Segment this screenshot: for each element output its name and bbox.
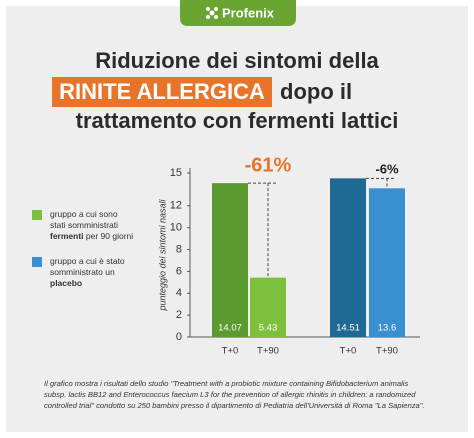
brand-banner [180,0,296,26]
title-line: trattamento con fermenti lattici [76,108,399,133]
legend-text: gruppo a cui è stato [50,256,125,266]
title-line: dopo il [280,79,352,104]
data-label: 14.07 [218,323,242,334]
bar [369,188,405,337]
legend-text-part: somministrato un [50,267,115,277]
legend-text: fermenti per 90 giorni [50,231,133,241]
bar [250,277,286,337]
brand-name: Profenix [222,5,275,20]
data-label: 13.6 [378,323,397,334]
footnote: subsp. lactis BB12 and Enterococcus faec… [44,390,416,399]
legend-swatch [32,210,42,220]
change-annotation: -61% [245,154,292,176]
brand-icon [206,7,218,19]
y-tick-label: 6 [176,265,182,277]
title-line: Riduzione dei sintomi della [95,48,379,73]
y-tick-label: 2 [176,309,182,321]
bar [330,178,366,337]
x-tick-label: T+0 [340,346,357,357]
legend-swatch [32,257,42,267]
legend-text: somministrato un [50,267,115,277]
legend-text: gruppo a cui sono [50,209,118,219]
x-tick-label: T+90 [257,346,279,357]
y-tick-label: 10 [170,222,182,234]
x-tick-label: T+90 [376,346,398,357]
footnote: Il grafico mostra i risultati dello stud… [44,379,408,388]
bar [212,183,248,337]
legend-text-part: placebo [50,278,82,288]
legend-text-part: stati somministrati [50,220,118,230]
data-label: 14.51 [336,323,360,334]
legend-text-part: per 90 giorni [84,231,134,241]
change-annotation: -6% [375,161,399,176]
y-tick-label: 0 [176,331,182,343]
legend-text: stati somministrati [50,220,118,230]
legend-text-part: gruppo a cui sono [50,209,118,219]
legend-text-part: gruppo a cui è stato [50,256,125,266]
title-highlight: RINITE ALLERGICA [59,79,265,104]
legend-text: placebo [50,278,82,288]
y-tick-label: 12 [170,200,182,212]
title-highlight-box [52,77,272,107]
x-tick-label: T+0 [222,346,239,357]
y-tick-label: 15 [170,167,182,179]
y-tick-label: 8 [176,243,182,255]
legend-text-part: fermenti [50,231,84,241]
y-axis-label: punteggio dei sintomi nasali [157,198,167,311]
data-label: 5.43 [259,323,278,334]
y-tick-label: 4 [176,287,182,299]
footnote: controlled trial" condotto su 250 bambin… [44,401,425,410]
